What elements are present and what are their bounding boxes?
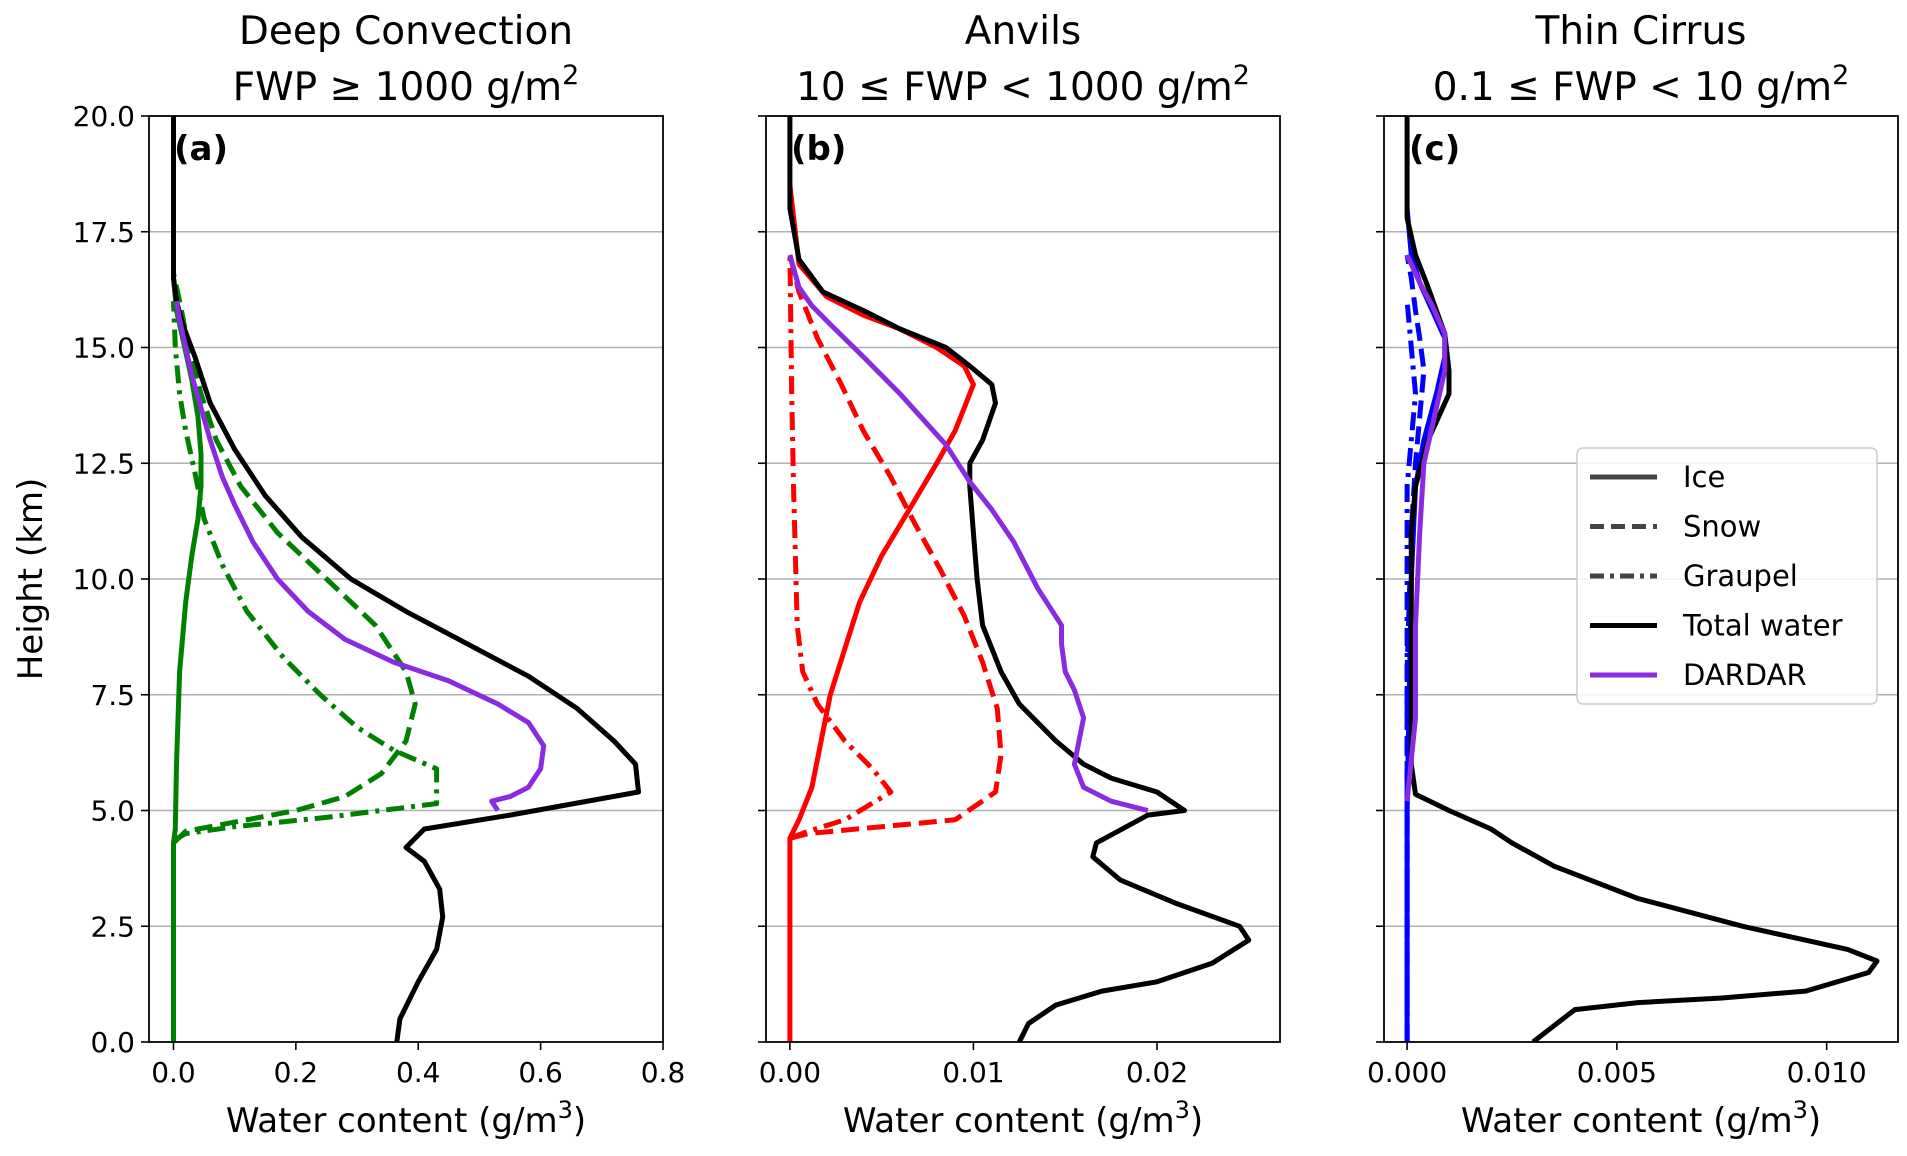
- x-tick-label: 0.6: [518, 1056, 563, 1089]
- panel-title: Anvils: [965, 9, 1081, 54]
- x-tick-label: 0.02: [1126, 1056, 1188, 1089]
- series-line-graupel: [787, 254, 894, 841]
- series-line-graupel: [171, 301, 440, 843]
- series-line-snow: [171, 272, 418, 845]
- x-tick-label: 0.2: [274, 1056, 319, 1089]
- series-group: [1404, 116, 1880, 1042]
- y-tick-label: 17.5: [73, 216, 135, 249]
- x-axis-label: Water content (g/m3): [843, 1096, 1203, 1141]
- x-tick-label: 0.005: [1577, 1056, 1657, 1089]
- legend-frame: [1576, 447, 1878, 705]
- x-tick-label: 0.000: [1367, 1056, 1447, 1089]
- y-tick-label: 0.0: [90, 1026, 135, 1059]
- x-tick-label: 0.01: [942, 1056, 1004, 1089]
- x-tick-label: 0.00: [759, 1056, 821, 1089]
- x-tick-label: 0.4: [396, 1056, 441, 1089]
- legend-label: Ice: [1683, 460, 1725, 494]
- panel-label: (a): [174, 129, 228, 169]
- y-tick-label: 2.5: [90, 910, 135, 943]
- series-line-dardar: [1404, 253, 1448, 802]
- panel-3: 0.000 0.005 0.010 (c) Thin Cirrus 0.1 ≤ FWP <…: [1367, 9, 1899, 1141]
- panel-1: 0.0 2.5 5.0 7.5 10.0 12.5 15.0 17.5 20.0 0.0 0.2 0.…: [73, 9, 686, 1141]
- legend-label: Total water: [1682, 609, 1843, 643]
- x-tick-label: 0.0: [151, 1056, 196, 1089]
- y-tick-label: 7.5: [90, 679, 135, 712]
- series-line-total-water: [171, 116, 641, 1042]
- series-line-dardar: [174, 300, 547, 812]
- y-tick-label: 12.5: [73, 447, 135, 480]
- series-group: [787, 116, 1252, 1042]
- panel-title: Deep Convection: [239, 9, 573, 54]
- x-tick-label: 0.010: [1787, 1056, 1867, 1089]
- y-axis-label: Height (km): [11, 478, 51, 681]
- y-tick-label: 20.0: [73, 100, 135, 133]
- panel-label: (c): [1409, 129, 1460, 169]
- y-tick-label: 5.0: [90, 795, 135, 828]
- x-axis-label: Water content (g/m3): [1461, 1096, 1821, 1141]
- series-group: [171, 116, 641, 1042]
- legend-label: Graupel: [1683, 559, 1798, 593]
- panel-subtitle: 10 ≤ FWP < 1000 g/m2: [796, 60, 1250, 110]
- legend-label: Snow: [1683, 510, 1761, 544]
- x-axis-label: Water content (g/m3): [226, 1096, 586, 1141]
- panel-subtitle: 0.1 ≤ FWP < 10 g/m2: [1433, 60, 1850, 110]
- y-tick-label: 15.0: [73, 332, 135, 365]
- series-line-total-water: [787, 116, 1252, 1042]
- panel-2: 0.00 0.01 0.02 (b) Anvils 10 ≤ FWP < 1000 g/m…: [758, 9, 1281, 1141]
- y-tick-label: 10.0: [73, 563, 135, 596]
- x-tick-label: 0.8: [641, 1056, 686, 1089]
- panel-label: (b): [791, 129, 846, 169]
- series-line-dardar: [787, 254, 1149, 813]
- legend-label: DARDAR: [1683, 658, 1807, 692]
- panel-subtitle: FWP ≥ 1000 g/m2: [233, 60, 580, 110]
- series-line-graupel: [1404, 300, 1418, 1042]
- panel-title: Thin Cirrus: [1535, 9, 1747, 54]
- series-line-snow: [787, 254, 1004, 841]
- legend: Ice Snow Graupel Total water DARDAR: [1576, 447, 1878, 705]
